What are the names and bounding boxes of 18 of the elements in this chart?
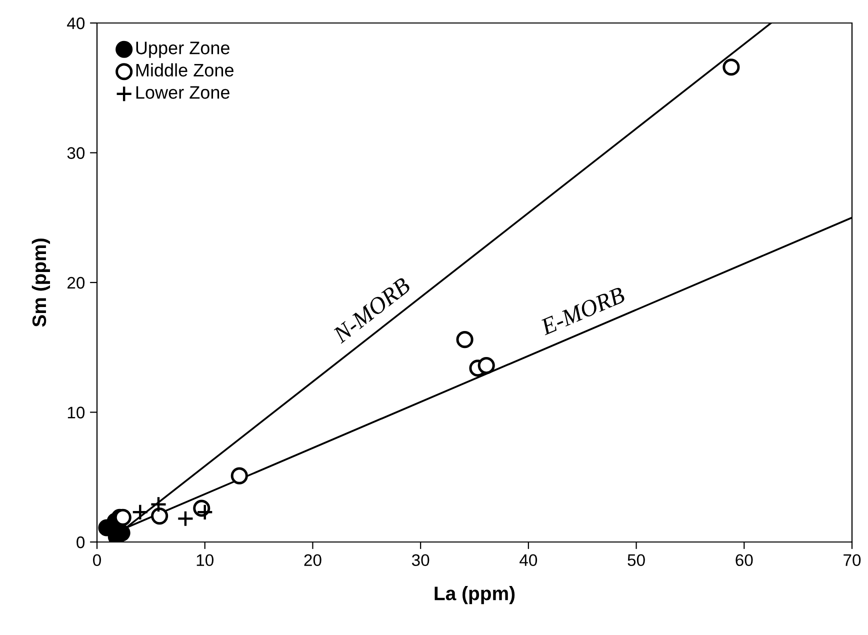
x-tick-label: 50 [628,554,645,566]
x-tick-label: 20 [304,554,322,566]
x-tick-label: 30 [412,554,430,566]
y-axis-title: Sm (ppm) [32,238,50,327]
legend-label: Middle Zone [136,63,234,77]
y-tick-label: 0 [76,536,85,548]
legend-label: Lower Zone [136,86,230,99]
y-tick-label: 40 [67,17,85,30]
x-tick-label: 10 [196,554,214,566]
x-axis-title: La (ppm) [434,586,515,604]
y-tick-label: 20 [67,276,85,289]
x-tick-label: 70 [844,554,861,566]
x-tick-label: 60 [736,554,753,566]
y-tick-label: 30 [67,147,85,159]
x-tick-label: 40 [520,554,538,566]
y-tick-label: 10 [68,406,85,418]
x-tick-label: 0 [93,554,101,566]
legend-label: Upper Zone [136,42,230,58]
